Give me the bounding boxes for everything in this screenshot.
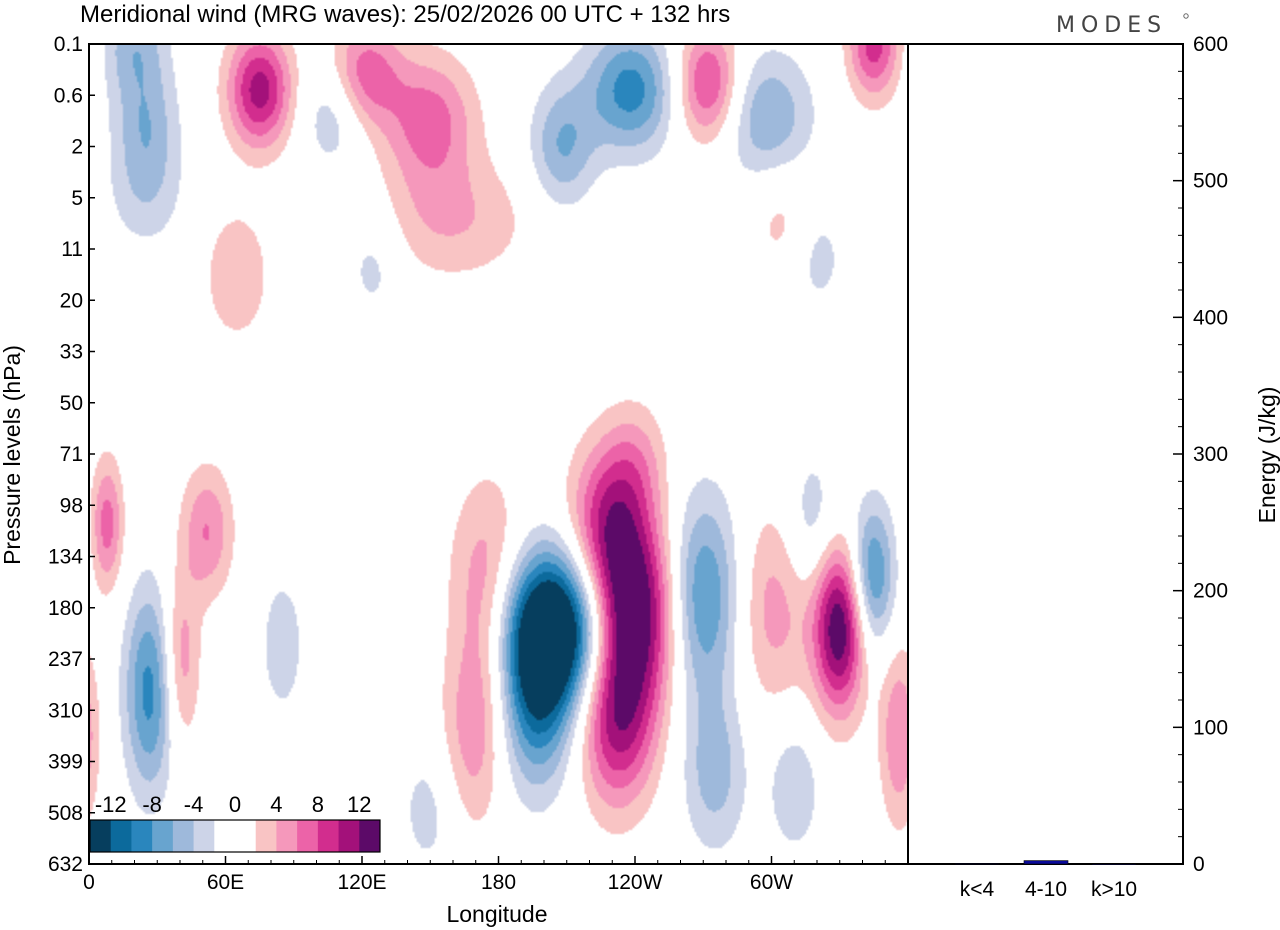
- y-tick-label: 33: [60, 341, 83, 364]
- y-tick-label: 237: [48, 648, 83, 671]
- energy-tick-label: 500: [1193, 170, 1228, 193]
- colorbar-swatch: [152, 820, 174, 852]
- energy-tick-label: 200: [1193, 580, 1228, 603]
- energy-category-axis: k<4 4-10 k>10: [960, 878, 1137, 901]
- y-tick-label: 50: [60, 392, 83, 415]
- pressure-axis: 0.1 0.6 2 5 11 20 33 50 71 98 134 180 237 310 399 508 63…: [48, 33, 95, 876]
- heatmap-panel: [88, 43, 909, 865]
- y-tick-label: 11: [61, 238, 83, 261]
- energy-bar: [1091, 863, 1137, 865]
- y-tick-label: 508: [48, 802, 83, 825]
- y-tick-label: 71: [60, 443, 83, 466]
- x-tick-label: 0: [83, 871, 95, 894]
- energy-category-label: k<4: [960, 878, 995, 901]
- colorbar-swatch: [235, 820, 257, 852]
- colorbar-swatch: [297, 820, 319, 852]
- y-tick-label: 0.1: [54, 33, 83, 56]
- colorbar-swatch: [131, 820, 153, 852]
- colorbar-swatch: [276, 820, 298, 852]
- colorbar-label: -8: [142, 792, 162, 817]
- logo-mark-icon: [1183, 13, 1189, 19]
- heatmap-field: [89, 44, 908, 864]
- longitude-axis: 0 60E 120E 180 120W 60W: [83, 856, 909, 894]
- energy-tick-label: 600: [1193, 33, 1228, 56]
- colorbar-frame: [89, 819, 381, 853]
- energy-bar: [1023, 860, 1069, 865]
- colorbar-swatch: [317, 820, 340, 852]
- y-tick-label: 20: [60, 289, 83, 312]
- colorbar: -12 -8 -4 0 4 8 12: [89, 792, 381, 853]
- y-axis-label: Pressure levels (hPa): [0, 345, 25, 565]
- energy-frame: [907, 43, 1184, 865]
- energy-panel: 0 100 200 300 400 500 600 k<4 4-10 k>10 Energy (…: [907, 33, 1280, 901]
- colorbar-label: 8: [312, 792, 324, 817]
- colorbar-swatch: [214, 820, 236, 852]
- colorbar-label: 4: [270, 792, 282, 817]
- y-tick-label: 98: [60, 494, 83, 517]
- colorbar-label: 0: [229, 792, 241, 817]
- x-tick-label: 120E: [337, 871, 386, 894]
- x-tick-label: 60E: [207, 871, 244, 894]
- x-axis-label: Longitude: [446, 901, 547, 927]
- y-tick-label: 632: [48, 853, 83, 876]
- energy-category-label: 4-10: [1025, 878, 1067, 901]
- y-tick-label: 399: [48, 751, 83, 774]
- energy-bars: [954, 860, 1137, 865]
- energy-axis-label: Energy (J/kg): [1254, 387, 1280, 524]
- colorbar-swatch: [338, 820, 360, 852]
- colorbar-swatch: [110, 820, 132, 852]
- colorbar-label: -12: [95, 792, 127, 817]
- modes-logo: MODES: [1056, 13, 1167, 38]
- energy-category-label: k>10: [1091, 878, 1137, 901]
- y-tick-label: 5: [71, 187, 83, 210]
- colorbar-swatch: [172, 820, 195, 852]
- y-tick-label: 180: [48, 597, 83, 620]
- energy-tick-label: 300: [1193, 443, 1228, 466]
- x-tick-label: 60W: [750, 871, 793, 894]
- y-tick-label: 2: [71, 136, 83, 159]
- colorbar-swatch: [193, 820, 215, 852]
- energy-axis: 0 100 200 300 400 500 600: [1173, 33, 1228, 876]
- chart-title: Meridional wind (MRG waves): 25/02/2026 …: [80, 1, 730, 28]
- energy-tick-label: 0: [1193, 853, 1205, 876]
- energy-tick-label: 400: [1193, 306, 1228, 329]
- energy-tick-label: 100: [1193, 716, 1228, 739]
- colorbar-swatch: [359, 820, 381, 852]
- y-tick-label: 310: [48, 699, 83, 722]
- colorbar-swatch: [90, 820, 112, 852]
- energy-bar: [954, 863, 1000, 865]
- colorbar-label: 12: [347, 792, 371, 817]
- y-tick-label: 0.6: [54, 84, 83, 107]
- x-tick-label: 120W: [608, 871, 663, 894]
- colorbar-label: -4: [184, 792, 204, 817]
- x-tick-label: 180: [481, 871, 516, 894]
- y-tick-label: 134: [48, 546, 83, 569]
- colorbar-swatch: [255, 820, 277, 852]
